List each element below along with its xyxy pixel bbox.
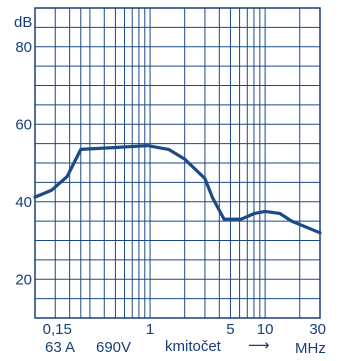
- series-layer: [33, 144, 322, 235]
- x-axis-label: kmitočet: [165, 338, 222, 355]
- x-tick-label: 10: [257, 321, 274, 338]
- y-tick-label: 40: [15, 194, 32, 211]
- x-axis-arrow: ⟶: [248, 337, 270, 354]
- current-rating: 63 A: [45, 339, 75, 356]
- plot-frame: [34, 7, 321, 319]
- x-tick-label: 30: [309, 321, 326, 338]
- y-tick-labels: 20 40 60 80: [15, 39, 32, 289]
- x-tick-labels: 0,15 1 5 10 30: [43, 321, 326, 338]
- x-axis-unit: MHz: [295, 340, 326, 356]
- x-tick-label: 0,15: [43, 321, 72, 338]
- y-tick-label: 80: [15, 39, 32, 56]
- series-line: [33, 144, 322, 235]
- y-tick-label: 20: [15, 271, 32, 288]
- y-tick-label: 60: [15, 116, 32, 133]
- x-tick-label: 1: [146, 321, 154, 338]
- x-tick-label: 5: [226, 321, 234, 338]
- voltage-rating: 690V: [96, 339, 131, 356]
- grid: [34, 7, 321, 319]
- y-unit-label: dB: [14, 14, 32, 31]
